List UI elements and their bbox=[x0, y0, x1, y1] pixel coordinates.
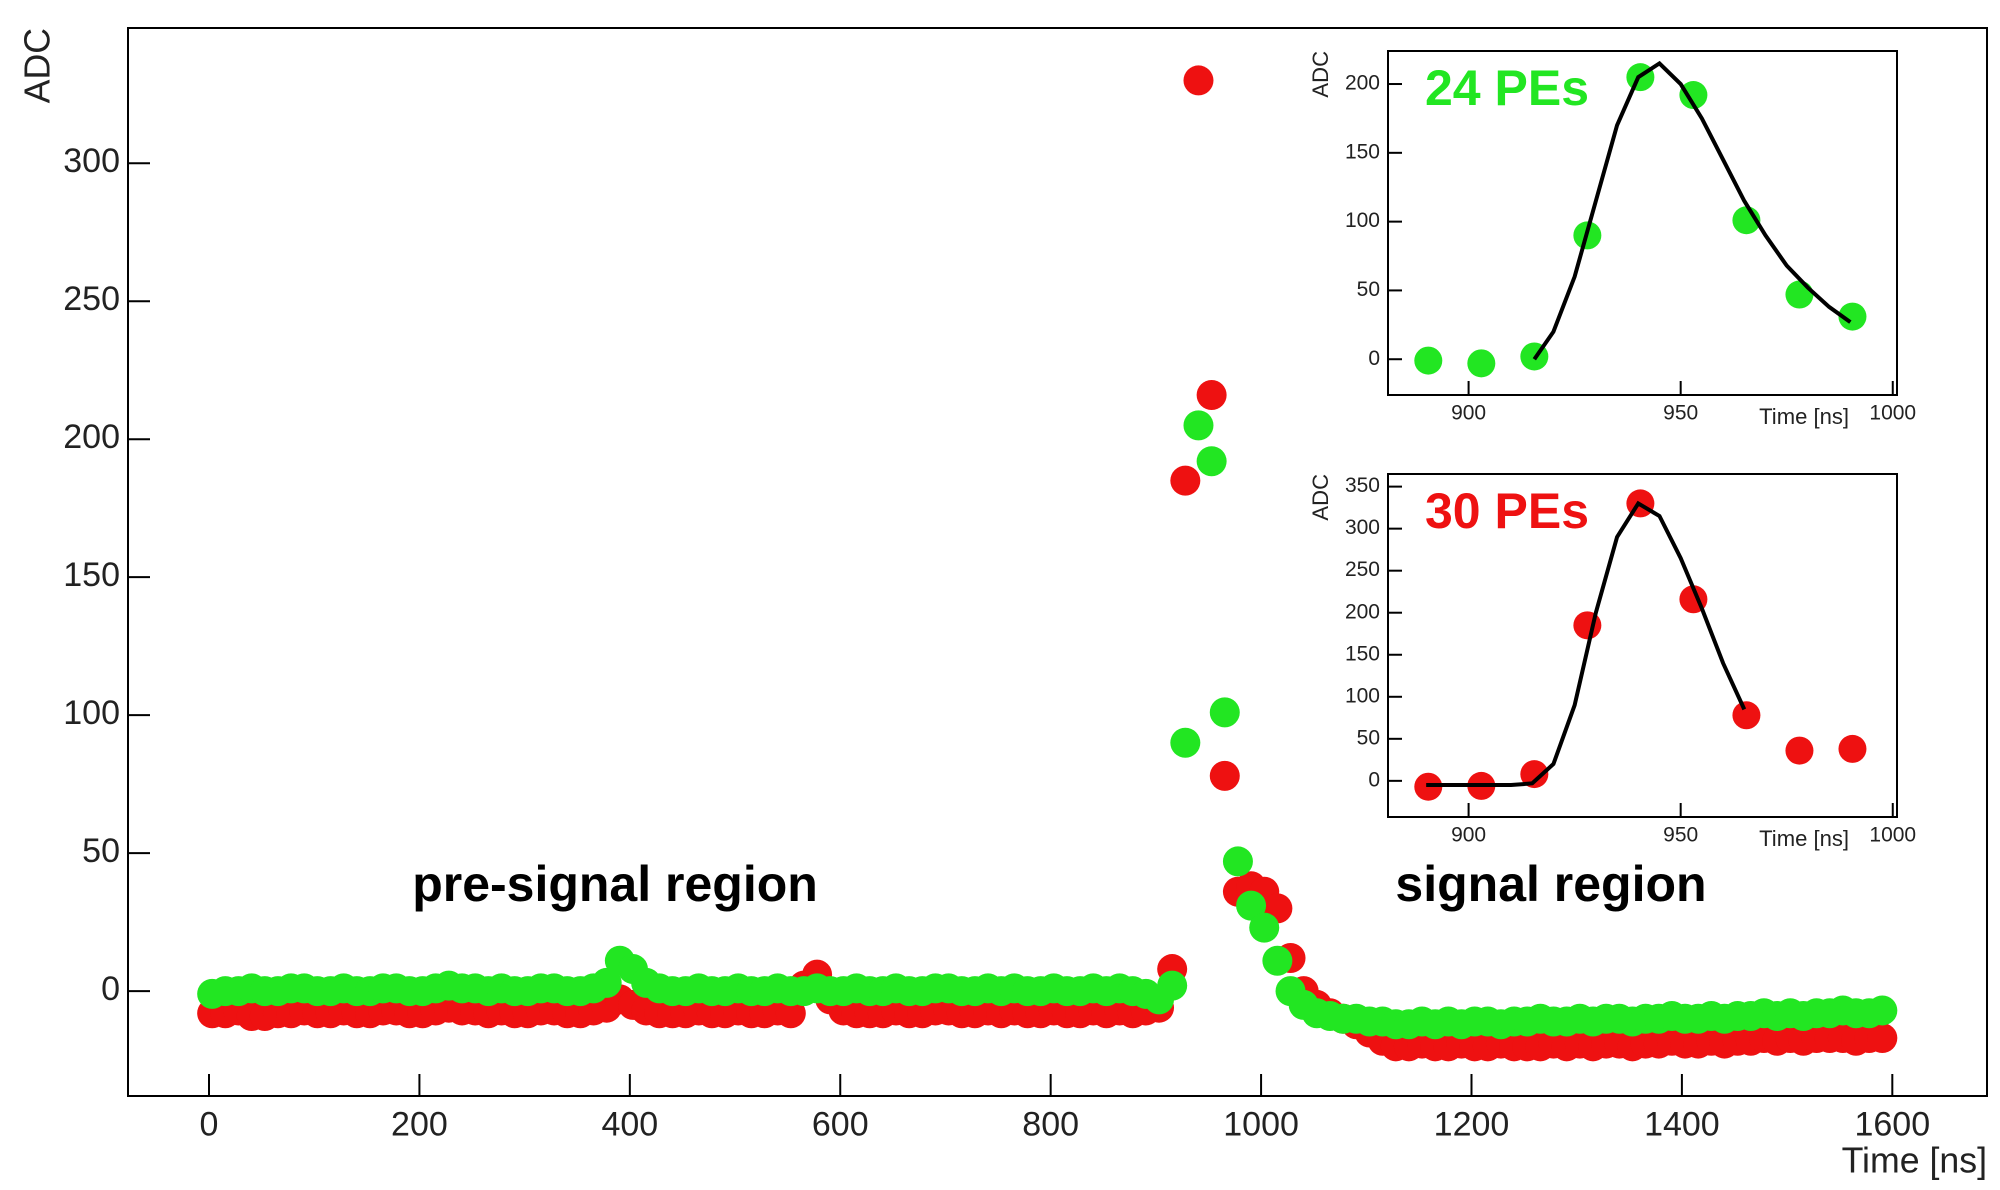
x-tick-label: 900 bbox=[1451, 823, 1486, 846]
y-tick-label: 200 bbox=[63, 418, 120, 456]
data-point bbox=[1170, 727, 1201, 758]
data-point bbox=[1838, 734, 1867, 763]
y-tick-label: 150 bbox=[1345, 642, 1380, 665]
x-axis-label: Time [ns] bbox=[1759, 826, 1849, 851]
y-tick-label: 100 bbox=[63, 694, 120, 732]
x-tick-label: 800 bbox=[1022, 1106, 1079, 1144]
plot-frame bbox=[1387, 50, 1898, 396]
data-point bbox=[1170, 465, 1201, 496]
y-tick-label: 0 bbox=[1368, 768, 1380, 791]
x-axis-label: Time [ns] bbox=[1759, 404, 1849, 429]
data-point bbox=[1157, 970, 1188, 1001]
y-tick-label: 100 bbox=[1345, 684, 1380, 707]
x-tick-label: 900 bbox=[1451, 401, 1486, 424]
x-tick-label: 950 bbox=[1663, 401, 1698, 424]
data-point bbox=[1785, 280, 1814, 309]
y-tick-label: 150 bbox=[63, 556, 120, 594]
y-tick-label: 0 bbox=[101, 970, 120, 1008]
y-tick-label: 200 bbox=[1345, 72, 1380, 95]
y-axis-label: ADC bbox=[17, 28, 57, 103]
data-point bbox=[1679, 81, 1708, 110]
y-tick-label: 150 bbox=[1345, 140, 1380, 163]
y-axis-label: ADC bbox=[1308, 51, 1333, 98]
y-tick-label: 50 bbox=[1357, 278, 1380, 301]
data-point bbox=[1467, 349, 1496, 378]
x-tick-label: 600 bbox=[812, 1106, 869, 1144]
x-tick-label: 400 bbox=[601, 1106, 658, 1144]
y-tick-label: 100 bbox=[1345, 209, 1380, 232]
x-tick-label: 1000 bbox=[1223, 1106, 1299, 1144]
annotation: 30 PEs bbox=[1425, 483, 1589, 539]
fit-curve bbox=[1426, 500, 1747, 788]
y-tick-label: 50 bbox=[1357, 726, 1380, 749]
annotation: signal region bbox=[1395, 856, 1706, 912]
annotation: pre-signal region bbox=[412, 856, 818, 912]
data-point bbox=[1183, 65, 1214, 96]
x-tick-label: 1400 bbox=[1644, 1106, 1720, 1144]
y-tick-label: 300 bbox=[63, 142, 120, 180]
data-point bbox=[1209, 760, 1240, 791]
data-point bbox=[1838, 302, 1867, 331]
data-point bbox=[1196, 446, 1227, 477]
data-point bbox=[1196, 380, 1227, 411]
x-tick-label: 0 bbox=[200, 1106, 219, 1144]
x-axis-label: Time [ns] bbox=[1842, 1140, 1987, 1180]
data-point bbox=[1236, 890, 1267, 921]
data-point bbox=[1209, 697, 1240, 728]
x-tick-label: 200 bbox=[391, 1106, 448, 1144]
y-axis-label: ADC bbox=[1308, 474, 1333, 521]
y-tick-label: 350 bbox=[1345, 474, 1380, 497]
data-point bbox=[1867, 1023, 1898, 1054]
fit-curve bbox=[1532, 60, 1852, 361]
data-point bbox=[1222, 846, 1253, 877]
y-tick-label: 200 bbox=[1345, 600, 1380, 623]
data-point bbox=[1414, 346, 1443, 375]
data-point bbox=[1520, 760, 1549, 789]
data-point bbox=[591, 967, 622, 998]
plot-frame bbox=[1387, 473, 1898, 818]
x-tick-label: 1600 bbox=[1854, 1106, 1930, 1144]
data-point bbox=[1183, 410, 1214, 441]
data-point bbox=[1249, 912, 1280, 943]
y-tick-label: 250 bbox=[1345, 558, 1380, 581]
x-tick-label: 1000 bbox=[1869, 823, 1916, 846]
data-point bbox=[775, 998, 806, 1029]
x-tick-label: 950 bbox=[1663, 823, 1698, 846]
data-point bbox=[1732, 701, 1761, 730]
y-tick-label: 0 bbox=[1368, 347, 1380, 370]
x-tick-label: 1200 bbox=[1434, 1106, 1510, 1144]
y-tick-label: 250 bbox=[63, 280, 120, 318]
annotation: 24 PEs bbox=[1425, 60, 1589, 116]
y-tick-label: 50 bbox=[82, 832, 120, 870]
y-tick-label: 300 bbox=[1345, 516, 1380, 539]
data-point bbox=[1867, 995, 1898, 1026]
data-point bbox=[1262, 945, 1293, 976]
data-point bbox=[1785, 736, 1814, 765]
x-tick-label: 1000 bbox=[1869, 401, 1916, 424]
